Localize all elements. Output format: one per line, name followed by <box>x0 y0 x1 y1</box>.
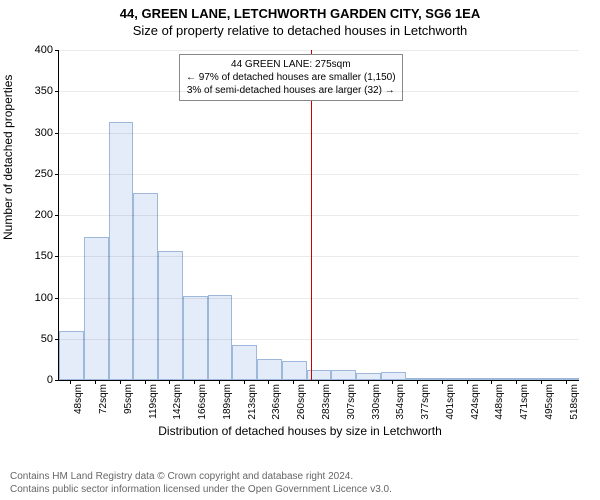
y-tick: 400 <box>35 44 59 56</box>
chart-title-line1: 44, GREEN LANE, LETCHWORTH GARDEN CITY, … <box>0 6 600 21</box>
x-tick: 448sqm <box>494 384 505 420</box>
x-tick: 260sqm <box>296 384 307 420</box>
y-tick: 50 <box>41 333 59 345</box>
x-tick: 377sqm <box>420 384 431 420</box>
y-tick: 100 <box>35 292 59 304</box>
histogram-bar <box>208 295 233 380</box>
x-tick: 48sqm <box>73 384 84 414</box>
x-tick: 330sqm <box>371 384 382 420</box>
y-axis-label: Number of detached properties <box>1 75 15 240</box>
x-tick: 189sqm <box>222 384 233 420</box>
histogram-bar <box>133 193 158 380</box>
histogram-bar <box>381 372 406 380</box>
y-tick: 350 <box>35 85 59 97</box>
y-tick: 200 <box>35 209 59 221</box>
x-ticks-group: 48sqm 72sqm 95sqm 119sqm 142sqm 166sqm 189sqm 2… <box>58 380 578 430</box>
histogram-bar <box>232 345 257 380</box>
histogram-bar <box>356 373 381 380</box>
histogram-bar <box>257 359 282 380</box>
x-tick: 307sqm <box>346 384 357 420</box>
y-tick: 300 <box>35 127 59 139</box>
x-tick: 283sqm <box>321 384 332 420</box>
x-tick: 142sqm <box>172 384 183 420</box>
x-tick: 424sqm <box>470 384 481 420</box>
x-tick: 518sqm <box>569 384 580 420</box>
histogram-bar <box>84 237 109 380</box>
x-tick: 213sqm <box>247 384 258 420</box>
x-tick: 166sqm <box>197 384 208 420</box>
plot-area: 44 GREEN LANE: 275sqm ← 97% of detached … <box>58 50 579 381</box>
x-tick: 72sqm <box>98 384 109 414</box>
y-tick: 250 <box>35 168 59 180</box>
histogram-bar <box>282 361 307 380</box>
marker-annotation: 44 GREEN LANE: 275sqm ← 97% of detached … <box>179 54 403 101</box>
x-tick: 471sqm <box>519 384 530 420</box>
footer-line1: Contains HM Land Registry data © Crown c… <box>10 471 392 484</box>
x-tick: 236sqm <box>271 384 282 420</box>
histogram-bar <box>331 370 356 380</box>
x-tick: 119sqm <box>148 384 159 419</box>
x-axis-label: Distribution of detached houses by size … <box>0 424 600 438</box>
histogram-bar <box>109 122 134 380</box>
histogram-bar <box>158 251 183 380</box>
x-tick: 495sqm <box>544 384 555 420</box>
x-tick: 401sqm <box>445 384 456 420</box>
chart-container: Number of detached properties 44 GREEN L… <box>0 40 600 440</box>
annot-line2: ← 97% of detached houses are smaller (1,… <box>186 71 396 84</box>
annot-line1: 44 GREEN LANE: 275sqm <box>186 58 396 71</box>
chart-title-line2: Size of property relative to detached ho… <box>0 23 600 38</box>
footer-attribution: Contains HM Land Registry data © Crown c… <box>10 471 392 496</box>
y-tick: 150 <box>35 250 59 262</box>
x-tick: 95sqm <box>123 384 134 414</box>
footer-line2: Contains public sector information licen… <box>10 484 392 497</box>
x-tick: 354sqm <box>395 384 406 420</box>
